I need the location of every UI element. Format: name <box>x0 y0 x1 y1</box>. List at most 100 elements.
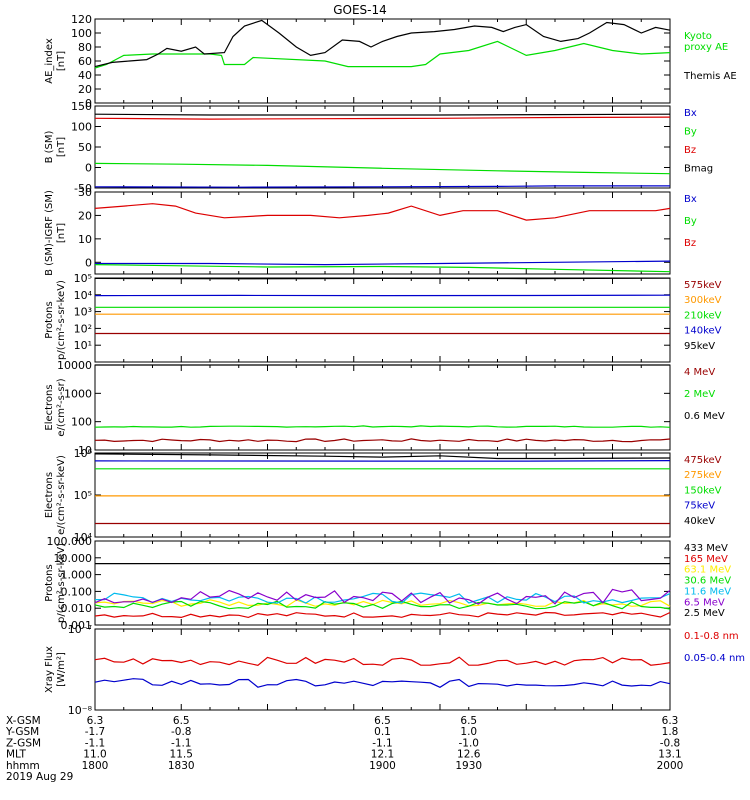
ephemeris-label: MLT <box>6 749 26 761</box>
panel-frame <box>94 277 671 363</box>
series-line <box>94 611 671 619</box>
panel-frame <box>94 364 671 451</box>
y-tick-label: 10000 <box>57 359 92 372</box>
ephemeris-value: -1.7 <box>85 726 106 738</box>
y-tick-label: 120 <box>71 13 92 26</box>
ephemeris-value: 1.0 <box>460 726 477 738</box>
legend-label: 0.1-0.8 nm <box>684 631 739 642</box>
legend-label: 75keV <box>684 501 715 512</box>
ephemeris-value: -1.1 <box>372 737 393 749</box>
ephemeris-value: 1800 <box>82 760 109 772</box>
legend-label: 6.5 MeV <box>684 597 725 608</box>
ephemeris-value: 1900 <box>369 760 396 772</box>
y-tick-label: 10⁵ <box>74 489 92 502</box>
y-tick-label: 80 <box>78 41 92 54</box>
y-tick-label: 150 <box>71 100 92 113</box>
y-axis-label: Xray Flux <box>44 646 55 693</box>
series-line <box>94 460 671 462</box>
legend-label: Bx <box>684 194 697 205</box>
y-tick-label: 0 <box>85 256 92 269</box>
ephemeris-value: 11.0 <box>83 749 106 761</box>
legend-label: Bx <box>684 108 697 119</box>
series-line <box>94 588 671 605</box>
y-tick-label: 0 <box>85 97 92 110</box>
y-tick-label: 10³ <box>74 306 92 319</box>
legend-label: 140keV <box>684 326 722 337</box>
legend-label: Themis AE <box>683 71 737 82</box>
y-tick-label: 0 <box>85 162 92 175</box>
y-axis-label: [nT] <box>56 223 67 243</box>
series-line <box>94 19 671 68</box>
legend-label: 4 MeV <box>684 367 715 378</box>
y-tick-label: 50 <box>78 141 92 154</box>
panel-frame <box>94 452 671 538</box>
y-tick-label: 40 <box>78 69 92 82</box>
y-tick-label: 20 <box>78 209 92 222</box>
y-tick-label: -50 <box>74 182 92 195</box>
legend-label: 165 MeV <box>684 554 728 565</box>
panel-protons-mev: 0.001 0.010 0.100 1.000 10.000 100.000 Protons… <box>44 535 731 632</box>
ephemeris-value: 13.1 <box>658 749 681 761</box>
ephemeris-value: 1830 <box>168 760 195 772</box>
y-axis-label: e/(cm²-s-sr-keV) <box>56 455 67 535</box>
series-line <box>94 203 671 221</box>
legend-label: Bz <box>684 238 696 249</box>
ephemeris-value: 6.5 <box>374 715 391 727</box>
ephemeris-label: X-GSM <box>6 715 41 727</box>
y-axis-label: Protons <box>44 301 55 338</box>
panel-frame <box>94 18 671 104</box>
ephemeris-value: -1.1 <box>85 737 106 749</box>
y-tick-label: 20 <box>78 83 92 96</box>
y-axis-label: Electrons <box>44 384 55 430</box>
series-line <box>94 438 671 443</box>
legend-label: Kyoto <box>684 31 712 42</box>
ephemeris-value: 12.6 <box>457 749 481 761</box>
panel-electrons-kev: 10⁴ 10⁵ 10⁶ Electrons e/(cm²-s-sr-keV) 475keV… <box>44 447 722 544</box>
ephemeris-value: 2000 <box>657 760 684 772</box>
series-line <box>94 453 671 460</box>
y-axis-label: AE_index <box>44 38 55 84</box>
legend-label: 0.05-0.4 nm <box>684 653 745 664</box>
ephemeris-value: -0.8 <box>171 726 192 738</box>
y-tick-label: 10⁶ <box>74 447 93 460</box>
y-axis-label: Protons <box>44 564 55 601</box>
ephemeris-label: Z-GSM <box>6 737 41 749</box>
legend-label: 300keV <box>684 295 722 306</box>
ephemeris-value: 0.1 <box>374 726 391 738</box>
panel-bigrf: 0 10 20 30 B (SM)-IGRF (SM) [nT] Bx By Bz <box>44 186 697 276</box>
legend-label: 63.1 MeV <box>684 565 731 576</box>
series-line <box>94 113 671 116</box>
legend-label: 2 MeV <box>684 389 715 400</box>
y-tick-label: 100 <box>71 121 92 134</box>
y-axis-label: B (SM) <box>44 130 55 163</box>
y-axis-label: [W/m²] <box>56 652 67 687</box>
series-line <box>94 40 671 69</box>
series-line <box>94 425 671 428</box>
ephemeris-value: -1.1 <box>171 737 192 749</box>
legend-label: 210keV <box>684 310 722 321</box>
y-tick-label: 10 <box>78 233 92 246</box>
legend-label: Bmag <box>684 164 713 175</box>
series-line <box>94 116 671 120</box>
series-line <box>94 264 671 273</box>
ephemeris-value: 6.5 <box>460 715 477 727</box>
legend-label: By <box>684 216 697 227</box>
legend-label: 30.6 MeV <box>684 576 731 587</box>
y-tick-label: 10⁵ <box>74 272 92 285</box>
y-axis-label: [nT] <box>56 137 67 157</box>
legend-label: 475keV <box>684 455 722 466</box>
panel-bsm: -50 0 50 100 150 B (SM) [nT] Bx By Bz Bmag <box>44 100 713 195</box>
ephemeris-label: 2019 Aug 29 <box>6 771 73 783</box>
y-tick-label: 10² <box>74 322 92 335</box>
y-tick-label: 10⁴ <box>74 289 93 302</box>
ephemeris-value: 6.5 <box>173 715 190 727</box>
ephemeris-value: 6.3 <box>662 715 679 727</box>
y-tick-label: 0.010 <box>61 602 93 615</box>
y-tick-label: 0.001 <box>61 619 93 632</box>
y-tick-label: 10.000 <box>54 552 93 565</box>
legend-label: 95keV <box>684 341 715 352</box>
series-line <box>94 185 670 188</box>
series-line <box>95 260 671 266</box>
y-tick-label: 10⁴ <box>74 531 93 544</box>
